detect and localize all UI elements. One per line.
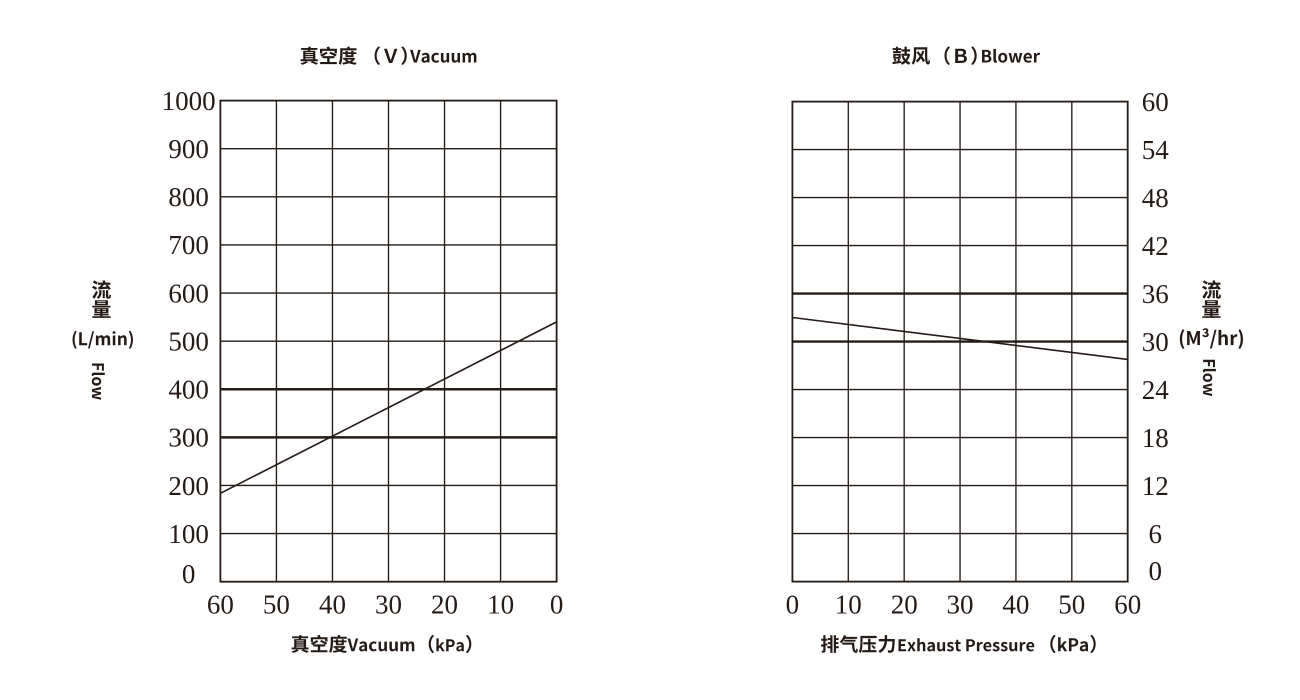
svg-text:300: 300 [168, 423, 209, 453]
svg-text:0: 0 [786, 590, 800, 620]
svg-text:40: 40 [1002, 590, 1029, 620]
svg-text:48: 48 [1142, 183, 1169, 213]
svg-text:24: 24 [1142, 375, 1170, 405]
svg-text:60: 60 [1114, 590, 1141, 620]
svg-text:30: 30 [375, 590, 402, 620]
svg-text:36: 36 [1142, 279, 1169, 309]
svg-text:200: 200 [168, 471, 209, 501]
svg-text:50: 50 [263, 590, 290, 620]
svg-text:54: 54 [1142, 135, 1170, 165]
svg-text:60: 60 [1142, 87, 1169, 117]
svg-text:42: 42 [1142, 231, 1169, 261]
svg-text:30: 30 [1142, 327, 1169, 357]
svg-text:10: 10 [835, 590, 862, 620]
svg-text:100: 100 [168, 519, 209, 549]
svg-text:700: 700 [168, 230, 209, 260]
svg-text:800: 800 [168, 182, 209, 212]
svg-text:500: 500 [168, 326, 209, 356]
svg-text:400: 400 [168, 375, 209, 405]
svg-text:50: 50 [1058, 590, 1085, 620]
svg-text:0: 0 [1148, 556, 1162, 586]
svg-text:6: 6 [1148, 519, 1162, 549]
svg-text:0: 0 [182, 559, 196, 589]
svg-text:10: 10 [487, 590, 514, 620]
svg-text:18: 18 [1142, 423, 1169, 453]
svg-text:900: 900 [168, 134, 209, 164]
svg-text:0: 0 [550, 590, 564, 620]
svg-text:30: 30 [947, 590, 974, 620]
svg-text:60: 60 [207, 590, 234, 620]
svg-text:1000: 1000 [162, 86, 216, 116]
svg-text:600: 600 [168, 278, 209, 308]
svg-text:40: 40 [319, 590, 346, 620]
svg-text:12: 12 [1142, 471, 1169, 501]
svg-text:20: 20 [891, 590, 918, 620]
svg-text:20: 20 [431, 590, 458, 620]
